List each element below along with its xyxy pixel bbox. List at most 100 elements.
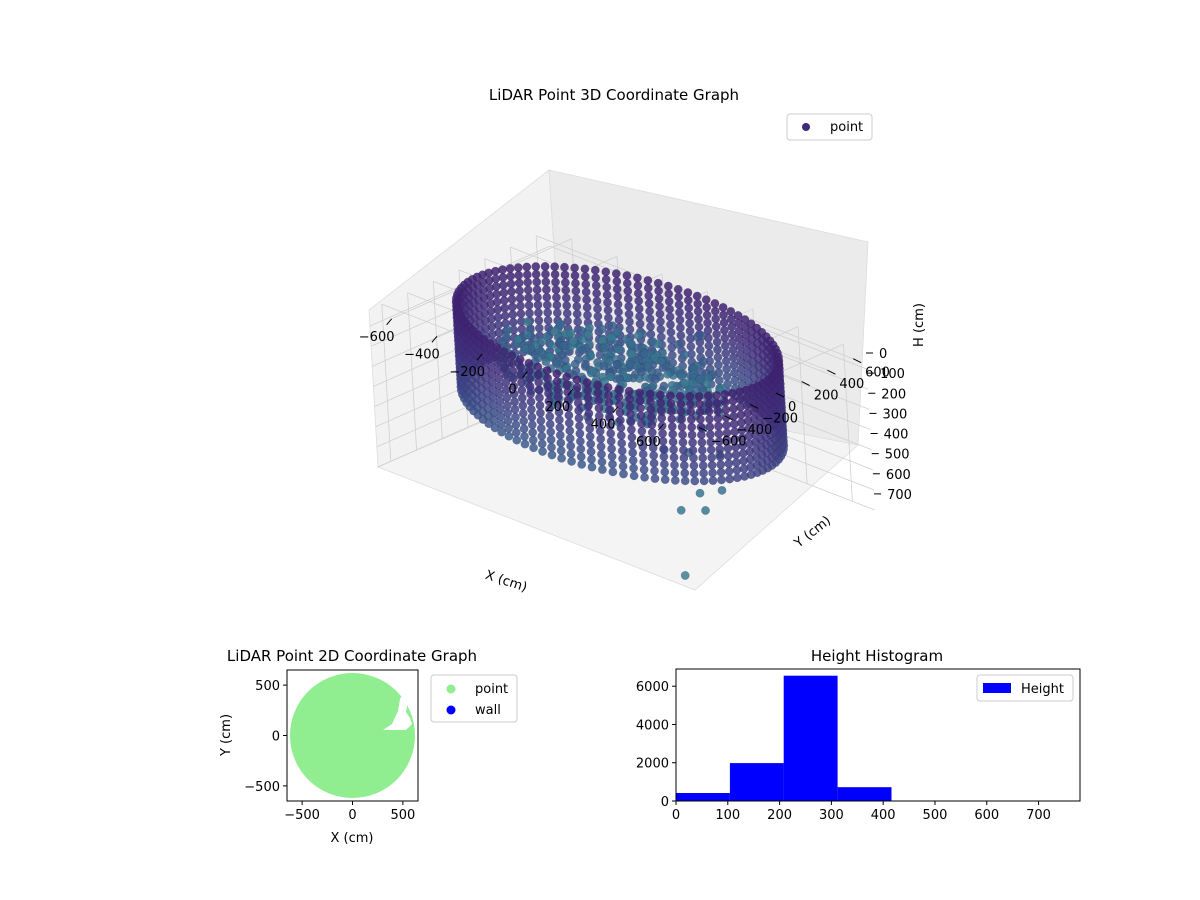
data-point-3d <box>650 353 660 363</box>
data-point-3d <box>663 369 673 379</box>
data-point-3d <box>666 391 675 401</box>
data-point-3d <box>597 465 607 475</box>
data-point-3d <box>527 412 537 422</box>
legend-2d-label-wall: wall <box>475 703 501 718</box>
data-point-3d <box>699 357 708 366</box>
z-tick-label-3d: 200 <box>881 387 906 402</box>
data-point-3d <box>556 320 566 330</box>
data-point-3d <box>541 277 551 287</box>
data-point-3d <box>713 345 722 355</box>
data-point-3d <box>634 304 644 314</box>
data-point-3d <box>523 317 532 327</box>
data-point-3d <box>604 398 614 408</box>
data-point-3d <box>576 452 586 462</box>
data-point-3d <box>710 299 720 308</box>
legend-histogram: Height <box>976 674 1074 702</box>
data-point-3d <box>599 361 609 371</box>
data-point-3d <box>635 311 645 321</box>
data-point-3d <box>697 445 707 455</box>
data-point-3d <box>507 294 517 304</box>
data-point-3d <box>525 308 534 318</box>
data-point-3d <box>656 405 666 415</box>
histogram-bar <box>676 793 730 801</box>
data-point-3d <box>626 417 636 427</box>
histogram-bars <box>676 675 1080 801</box>
data-point-3d <box>540 262 550 271</box>
data-point-3d <box>625 324 635 334</box>
y-tick-label-2d: 0 <box>272 730 280 745</box>
data-point-3d <box>518 401 528 411</box>
data-point-3d <box>705 414 714 424</box>
data-point-3d <box>666 320 675 330</box>
data-point-3d <box>547 450 557 460</box>
data-point-3d <box>618 461 628 471</box>
data-point-3d <box>524 293 534 303</box>
legend-2d-label-point: point <box>475 682 508 697</box>
data-point-3d <box>512 435 522 445</box>
data-point-3d <box>699 468 709 478</box>
data-point-3d <box>536 416 546 426</box>
data-point-3d <box>605 372 615 382</box>
data-point-3d <box>528 428 538 437</box>
data-point-3d <box>541 285 551 295</box>
data-point-3d <box>740 471 749 481</box>
data-point-3d <box>613 299 623 309</box>
data-point-3d <box>612 284 622 294</box>
data-point-3d <box>711 322 721 331</box>
y-tick-label-histogram: 6000 <box>636 680 669 695</box>
data-point-3d <box>711 314 721 324</box>
data-point-3d <box>702 379 712 388</box>
data-point-3d <box>584 330 594 340</box>
data-point-3d <box>603 313 613 323</box>
z-tick-label-3d: 600 <box>886 468 911 483</box>
chart-histogram: Height Histogram 0 100 200 300 400 500 600 7000… <box>636 647 1081 823</box>
data-point-3d <box>575 429 585 439</box>
y-tick-label-3d: 400 <box>839 377 864 392</box>
data-point-3d <box>728 396 738 406</box>
data-point-3d <box>623 286 633 296</box>
data-point-3d <box>525 381 535 391</box>
data-point-3d <box>714 421 723 431</box>
legend-histogram-swatch <box>983 683 1011 693</box>
data-point-3d <box>511 412 520 422</box>
y-tick-label-histogram: 0 <box>661 795 669 810</box>
data-point-3d <box>680 476 690 486</box>
data-point-3d <box>555 423 565 432</box>
data-point-3d <box>499 296 509 305</box>
data-point-3d <box>543 315 553 325</box>
data-point-3d <box>572 309 582 319</box>
data-point-3d <box>513 263 523 273</box>
data-point-3d <box>626 409 635 419</box>
data-point-3d <box>525 374 535 384</box>
data-point-3d <box>587 462 597 472</box>
x-tick-label-3d: −200 <box>449 365 485 380</box>
data-point-3d <box>614 315 624 325</box>
data-point-3d <box>542 292 552 302</box>
data-point-3d <box>669 445 679 455</box>
x-tick-label-histogram: 300 <box>819 808 844 823</box>
data-point-3d <box>639 349 649 359</box>
data-point-3d <box>587 454 596 464</box>
data-point-3d <box>687 430 697 440</box>
data-point-3d <box>552 300 562 310</box>
data-point-3d <box>667 414 677 424</box>
x-axis-label-3d: X (cm) <box>483 568 529 596</box>
data-point-3d <box>647 420 657 430</box>
data-point-3d <box>520 343 530 353</box>
data-point-3d <box>562 308 572 318</box>
data-point-3d <box>639 465 649 475</box>
data-point-3d <box>704 406 714 416</box>
data-point-3d <box>698 453 708 463</box>
data-point-3d <box>507 351 517 361</box>
data-point-3d <box>606 332 616 342</box>
data-point-3d <box>536 423 546 433</box>
x-tick-label-3d: 400 <box>591 418 616 433</box>
data-point-3d <box>515 355 525 364</box>
data-point-3d <box>628 455 638 465</box>
x-tick-3d <box>476 353 483 361</box>
data-point-3d <box>607 444 617 454</box>
x-tick-3d <box>431 336 438 343</box>
data-point-3d <box>726 306 736 316</box>
data-point-3d <box>617 446 627 456</box>
data-point-3d <box>616 423 626 433</box>
